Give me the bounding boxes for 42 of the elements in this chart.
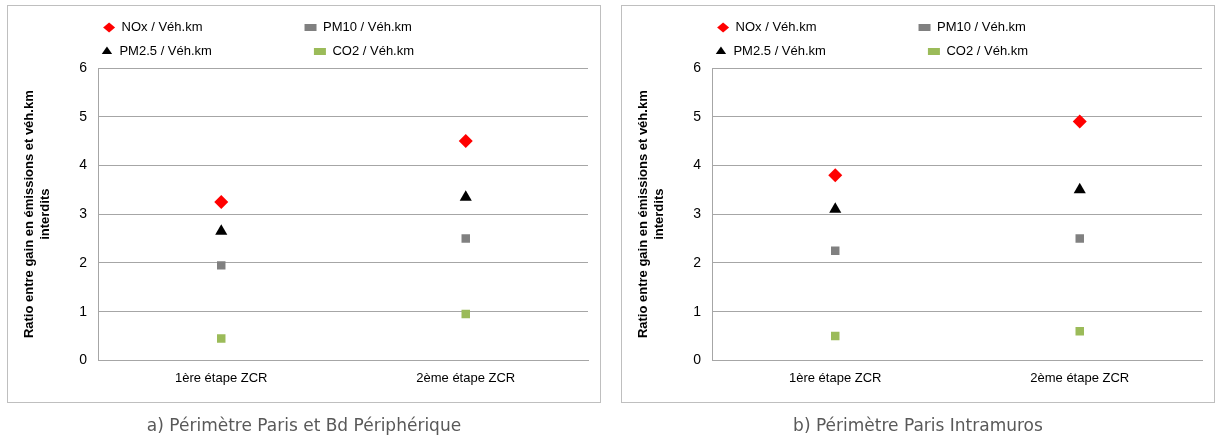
- point: [829, 202, 842, 213]
- y-tick-label: 1: [79, 302, 88, 319]
- x-tick-label: 1ère étape ZCR: [174, 369, 268, 385]
- point: [459, 190, 472, 201]
- legend-label: PM10 / Véh.km: [937, 19, 1117, 35]
- point: [214, 195, 229, 210]
- legend-label: CO2 / Véh.km: [332, 43, 506, 59]
- y-tick-label: 0: [79, 351, 88, 368]
- y-tick-label: 2: [693, 253, 702, 270]
- y-tick-label: 6: [693, 58, 702, 75]
- legend-label: NOx / Véh.km: [121, 19, 294, 35]
- x-tick-label: 1ère étape ZCR: [788, 369, 882, 385]
- point: [461, 234, 470, 243]
- point: [828, 168, 843, 183]
- point: [1073, 182, 1086, 194]
- x-tick-label: 2ème étape ZCR: [1030, 369, 1130, 385]
- legend-label: PM2.5 / Véh.km: [119, 43, 303, 59]
- y-tick-label: 0: [693, 351, 702, 368]
- text: a) Périmètre Paris et Bd Périphérique: [145, 415, 463, 435]
- y-tick-label: 1: [693, 302, 702, 319]
- legend-label: PM2.5 / Véh.km: [733, 43, 917, 59]
- y-tick-label: 5: [693, 107, 702, 124]
- point: [1075, 234, 1084, 243]
- legend-label: CO2 / Véh.km: [946, 43, 1120, 59]
- y-tick-label: 2: [79, 253, 88, 270]
- y-tick-label: 4: [693, 156, 702, 173]
- y-tick-label: 6: [79, 58, 88, 75]
- y-tick-label: 4: [79, 156, 88, 173]
- point: [1072, 114, 1087, 129]
- point: [217, 334, 226, 343]
- point: [215, 224, 228, 235]
- legend-label: NOx / Véh.km: [735, 19, 908, 35]
- y-axis-title: Ratio entre gain en émissions et véh.km interdits: [21, 90, 52, 339]
- point: [217, 261, 226, 270]
- y-tick-label: 3: [79, 205, 88, 222]
- x-tick-label: 2ème étape ZCR: [416, 369, 516, 385]
- y-tick-label: 5: [79, 107, 88, 124]
- point: [458, 134, 473, 149]
- y-axis-title: Ratio entre gain en émissions et véh.km interdits: [635, 90, 666, 339]
- text: b) Périmètre Paris Intramuros: [792, 415, 1044, 435]
- legend-label: PM10 / Véh.km: [323, 19, 503, 35]
- y-tick-label: 3: [693, 205, 702, 222]
